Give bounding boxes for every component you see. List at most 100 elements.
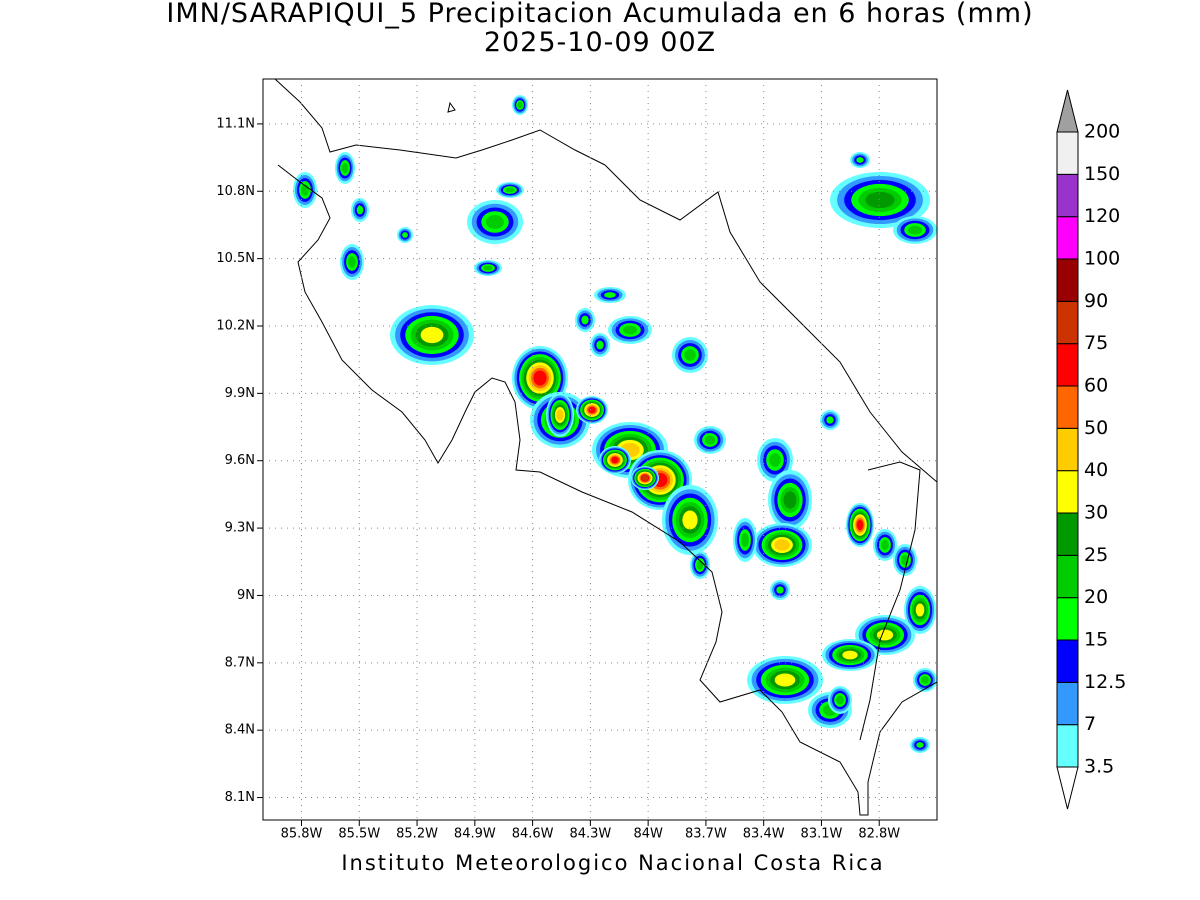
precip-cell — [556, 409, 564, 421]
colorbar-bin — [1056, 724, 1079, 768]
y-tick-label: 10.2N — [216, 319, 255, 334]
x-tick-label: 85.8W — [281, 827, 323, 842]
x-tick-label: 84.3W — [569, 827, 611, 842]
precip-cell — [856, 519, 864, 531]
colorbar-bin — [1056, 173, 1079, 218]
colorbar-under — [1056, 766, 1079, 810]
x-tick-label: 83.4W — [743, 827, 785, 842]
colorbar-bin — [1056, 131, 1079, 175]
colorbar-bin — [1056, 470, 1079, 514]
precip-cell — [622, 325, 638, 335]
colorbar-bin — [1056, 427, 1079, 472]
precip-cell — [420, 326, 444, 344]
colorbar-label: 120 — [1084, 205, 1120, 227]
colorbar-label: 3.5 — [1084, 756, 1114, 778]
precip-cell — [505, 187, 515, 193]
y-tick-label: 10.5N — [216, 251, 255, 266]
y-tick-label: 8.1N — [225, 790, 255, 805]
precip-cell — [826, 416, 834, 424]
colorbar-bin — [1056, 343, 1079, 387]
precip-cell — [588, 406, 596, 414]
colorbar-bin — [1056, 258, 1079, 302]
precip-cell — [865, 191, 895, 209]
precip-cell — [741, 532, 749, 548]
island — [447, 101, 456, 113]
y-tick-label: 9.9N — [225, 386, 255, 401]
y-tick-label: 9N — [237, 588, 255, 603]
precip-cell — [682, 510, 698, 530]
map-frame — [262, 78, 938, 821]
pacific-coast — [277, 164, 937, 816]
precip-cell — [921, 676, 929, 684]
title: IMN/SARAPIQUI_5 Precipitacion Acumulada … — [166, 0, 1033, 29]
x-tick-label: 84.9W — [454, 827, 496, 842]
colorbar-label: 25 — [1084, 544, 1108, 566]
border-north — [274, 79, 606, 166]
precip-cell — [533, 370, 547, 386]
precip-cell — [769, 452, 781, 468]
y-tick-label: 9.3N — [225, 521, 255, 536]
precip-cell — [402, 232, 408, 238]
precip-cell — [696, 560, 704, 570]
x-tick-label: 82.8W — [858, 827, 900, 842]
precip-cell — [776, 586, 784, 594]
precip-cell — [856, 157, 864, 163]
colorbar-bin — [1056, 512, 1079, 556]
subtitle: 2025-10-09 00Z — [484, 27, 716, 58]
precip-cell — [604, 292, 616, 298]
y-tick-label: 8.7N — [225, 655, 255, 670]
precip-cell — [704, 435, 716, 445]
colorbar-label: 15 — [1084, 629, 1108, 651]
precip-cell — [348, 256, 356, 268]
precip-cell — [596, 340, 604, 350]
precip-cell — [915, 603, 925, 617]
colorbar-label: 40 — [1084, 459, 1108, 481]
precip-cell — [907, 225, 923, 235]
colorbar-bin — [1056, 216, 1079, 260]
colorbar-over — [1056, 89, 1079, 133]
colorbar-bin — [1056, 639, 1079, 683]
precip-cell — [774, 539, 790, 551]
precip-cell — [341, 162, 349, 174]
colorbar-bin — [1056, 554, 1079, 599]
colorbar-label: 50 — [1084, 417, 1108, 439]
colorbar-label: 20 — [1084, 586, 1108, 608]
precip-cell — [783, 491, 797, 509]
precip-cell — [483, 265, 493, 271]
precip-cell — [641, 475, 649, 481]
y-tick-label: 10.8N — [216, 184, 255, 199]
colorbar-label: 7 — [1084, 713, 1096, 735]
precip-cell — [684, 349, 696, 361]
colorbar-bin — [1056, 385, 1079, 429]
footer: Instituto Meteorologico Nacional Costa R… — [341, 851, 884, 875]
coastlines — [274, 79, 937, 816]
y-tick-label: 8.4N — [225, 723, 255, 738]
colorbar-bin — [1056, 681, 1079, 726]
precip-cell — [842, 650, 858, 660]
x-tick-label: 85.2W — [396, 827, 438, 842]
colorbar-bin — [1056, 597, 1079, 641]
x-tick-label: 84.6W — [512, 827, 554, 842]
colorbar-label: 30 — [1084, 502, 1108, 524]
colorbar-label: 75 — [1084, 332, 1108, 354]
precip-cell — [881, 539, 889, 551]
colorbar-label: 90 — [1084, 290, 1108, 312]
precip-cell — [611, 456, 619, 464]
precip-cell — [517, 101, 523, 109]
y-tick-label: 9.6N — [225, 453, 255, 468]
colorbar-label: 100 — [1084, 248, 1120, 270]
colorbar-label: 150 — [1084, 163, 1120, 185]
colorbar-label: 60 — [1084, 375, 1108, 397]
colorbar-label: 200 — [1084, 121, 1120, 143]
precip-cell — [486, 214, 504, 230]
precip-cell — [356, 205, 364, 215]
precip-cell — [581, 315, 589, 325]
precip-field — [293, 95, 937, 753]
colorbar-label: 12.5 — [1084, 671, 1126, 693]
border-south — [859, 461, 921, 741]
caribbean-coast — [604, 164, 937, 483]
x-tick-label: 84W — [633, 827, 663, 842]
x-tick-label: 85.5W — [338, 827, 380, 842]
